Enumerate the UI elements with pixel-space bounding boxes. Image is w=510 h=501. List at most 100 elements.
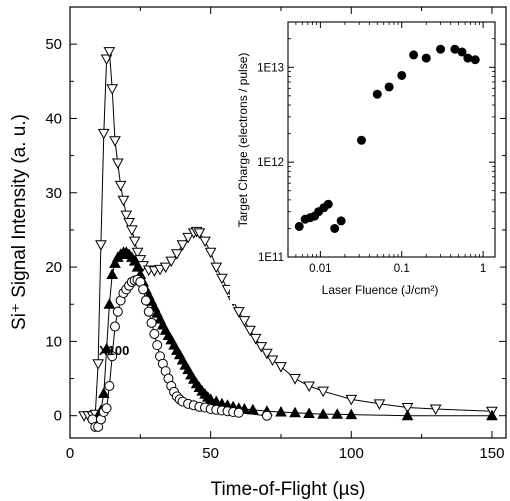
open-triangle-marker <box>401 403 414 414</box>
x-tick-label: 0 <box>66 445 74 462</box>
open-triangle-marker <box>117 195 130 207</box>
open-triangle-marker <box>275 362 287 373</box>
open-triangle-marker <box>123 218 135 229</box>
inset-data-point <box>384 82 394 92</box>
inset-data-point <box>409 50 419 60</box>
filled-triangle-marker <box>275 405 287 417</box>
open-triangle-marker <box>120 210 133 222</box>
filled-triangle-marker <box>331 408 344 419</box>
filled-triangle-marker <box>401 409 414 421</box>
x-axis-title: Time-of-Flight (µs) <box>211 479 366 500</box>
open-triangle-marker <box>204 247 217 259</box>
inset-data-point <box>294 221 304 231</box>
open-circle-marker <box>261 410 272 421</box>
inset-data-point <box>397 70 407 80</box>
x-tick-label: 100 <box>339 445 364 462</box>
filled-triangle-marker <box>303 407 315 418</box>
inset-data-point <box>450 44 460 54</box>
y-tick-label: 10 <box>45 333 62 350</box>
filled-triangle-marker <box>289 406 301 418</box>
filled-triangle-marker <box>204 393 217 404</box>
open-triangle-marker <box>289 374 301 385</box>
open-triangle-marker <box>429 404 442 416</box>
inset-plot-frame <box>287 21 496 258</box>
inset-x-tick-label: 0.1 <box>394 263 410 275</box>
open-triangle-marker <box>111 158 124 170</box>
open-triangle-marker <box>261 348 273 360</box>
open-triangle-marker <box>154 264 166 276</box>
inset-y-tick-label: 1E11 <box>258 252 284 264</box>
open-circle-marker <box>104 380 115 391</box>
filled-triangle-marker <box>103 298 116 309</box>
open-triangle-marker <box>131 247 144 259</box>
open-circle-marker <box>138 284 149 295</box>
open-circle-marker <box>149 328 160 339</box>
open-triangle-marker <box>171 249 183 260</box>
inset-data-point <box>463 53 473 63</box>
inset-data-point <box>457 47 467 57</box>
filled-triangle-marker <box>345 408 358 420</box>
open-triangle-marker <box>210 262 223 274</box>
open-circle-marker <box>233 407 244 418</box>
inset-y-tick-label: 1E12 <box>257 157 284 169</box>
open-triangle-marker <box>114 180 127 192</box>
open-triangle-marker <box>92 359 104 370</box>
open-circle-marker <box>107 351 118 362</box>
open-circle-marker <box>101 403 112 414</box>
inset-y-axis-title: Target Charge (electrons / pulse) <box>236 53 250 228</box>
open-triangle-marker <box>317 386 330 398</box>
inset-data-point <box>356 135 366 145</box>
open-circle-marker <box>112 306 123 317</box>
open-triangle-marker <box>109 136 121 147</box>
main-ticks: 0 50 100 150 0 10 20 30 40 50 <box>45 7 506 462</box>
open-triangle-marker <box>238 316 251 327</box>
open-triangle-marker <box>244 325 256 337</box>
x-tick-label: 150 <box>479 445 504 462</box>
inset-data-point <box>470 55 480 65</box>
open-triangle-marker <box>95 240 107 251</box>
open-triangle-marker <box>159 262 172 274</box>
y-tick-label: 30 <box>45 185 62 202</box>
open-triangle-marker <box>345 394 358 406</box>
open-triangle-marker <box>255 342 268 353</box>
open-triangle-marker <box>103 47 116 58</box>
inset-data-point <box>323 199 333 209</box>
y-tick-label: 20 <box>45 259 62 276</box>
filled-triangle-marker <box>100 342 113 354</box>
open-triangle-marker <box>303 381 315 393</box>
x100-annotation: X100 <box>99 343 129 358</box>
filled-triangle-marker <box>486 409 498 421</box>
inset-data-point <box>436 44 446 54</box>
y-tick-label: 50 <box>45 36 62 53</box>
open-triangle-marker <box>373 399 386 410</box>
filled-triangle-marker <box>109 257 121 268</box>
open-triangle-marker <box>106 84 119 95</box>
inset-background <box>230 14 500 304</box>
open-circle-marker <box>152 340 163 351</box>
open-triangle-marker <box>266 355 279 367</box>
open-triangle-marker <box>97 128 110 140</box>
open-triangle-marker <box>176 240 189 251</box>
filled-triangle-marker <box>317 408 330 419</box>
open-triangle-marker <box>134 255 147 266</box>
open-triangle-marker <box>249 333 262 345</box>
inset-x-tick-label: 1 <box>480 263 486 275</box>
y-axis-title: Si⁺ Signal Intensity (a. u.) <box>9 114 30 330</box>
open-triangle-marker <box>232 307 245 318</box>
open-triangle-marker <box>199 236 211 248</box>
inset-y-tick-label: 1E13 <box>257 62 284 74</box>
filled-triangle-marker <box>106 268 119 280</box>
filled-triangle-marker <box>131 261 144 272</box>
x-tick-label: 50 <box>202 445 219 462</box>
inset-data-point <box>372 89 382 99</box>
inset-data-point <box>330 223 340 233</box>
inset-x-tick-label: 0.01 <box>309 263 331 275</box>
open-triangle-marker <box>182 232 194 244</box>
y-tick-label: 40 <box>45 110 62 127</box>
inset-points <box>294 44 480 233</box>
main-plot-frame <box>69 6 507 439</box>
filled-triangle-marker <box>97 387 110 398</box>
open-triangle-marker <box>216 273 228 285</box>
open-triangle-marker <box>165 256 178 268</box>
